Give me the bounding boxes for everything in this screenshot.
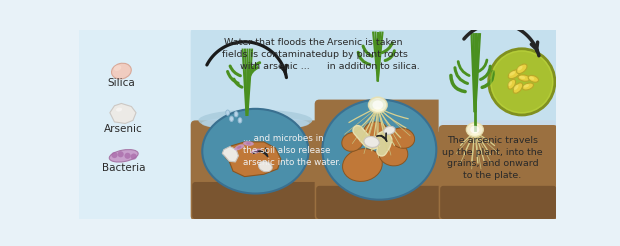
Circle shape: [125, 153, 131, 159]
Ellipse shape: [509, 71, 515, 76]
Ellipse shape: [112, 63, 131, 79]
Ellipse shape: [246, 142, 250, 145]
Ellipse shape: [508, 70, 520, 79]
Ellipse shape: [342, 149, 383, 181]
Ellipse shape: [114, 65, 122, 71]
Circle shape: [112, 152, 118, 158]
FancyBboxPatch shape: [191, 120, 320, 220]
Ellipse shape: [364, 122, 387, 139]
Ellipse shape: [238, 118, 242, 123]
Text: Silica: Silica: [107, 78, 135, 88]
Ellipse shape: [243, 141, 254, 146]
FancyBboxPatch shape: [436, 26, 560, 223]
FancyBboxPatch shape: [188, 26, 322, 223]
Ellipse shape: [519, 76, 525, 79]
Circle shape: [489, 49, 555, 115]
FancyBboxPatch shape: [316, 186, 443, 219]
Ellipse shape: [259, 161, 272, 172]
Text: Arsenic is taken
up by plant roots
in addition to silica.: Arsenic is taken up by plant roots in ad…: [327, 38, 420, 71]
FancyBboxPatch shape: [191, 28, 320, 131]
Ellipse shape: [198, 110, 312, 131]
Circle shape: [118, 151, 124, 157]
Ellipse shape: [229, 116, 234, 122]
Ellipse shape: [466, 123, 484, 137]
Ellipse shape: [234, 111, 238, 117]
Ellipse shape: [514, 85, 518, 90]
Text: ... and microbes in
the soil also release
arsenic into the water.: ... and microbes in the soil also releas…: [243, 134, 341, 167]
Ellipse shape: [368, 97, 387, 113]
FancyBboxPatch shape: [438, 125, 558, 220]
FancyBboxPatch shape: [192, 182, 319, 219]
Ellipse shape: [528, 75, 539, 82]
Text: The arsenic travels
up the plant, into the
grains, and onward
to the plate.: The arsenic travels up the plant, into t…: [442, 136, 543, 180]
Ellipse shape: [109, 150, 138, 162]
Polygon shape: [110, 103, 136, 123]
Circle shape: [131, 154, 137, 160]
Ellipse shape: [518, 75, 530, 81]
FancyBboxPatch shape: [315, 100, 444, 220]
Ellipse shape: [516, 64, 527, 74]
Ellipse shape: [234, 144, 244, 150]
Ellipse shape: [508, 79, 516, 89]
Ellipse shape: [202, 109, 309, 194]
FancyBboxPatch shape: [440, 186, 556, 219]
Ellipse shape: [517, 66, 523, 71]
Ellipse shape: [470, 126, 479, 134]
Ellipse shape: [251, 149, 262, 154]
FancyBboxPatch shape: [312, 26, 446, 223]
Ellipse shape: [513, 83, 523, 93]
Ellipse shape: [364, 137, 379, 147]
Ellipse shape: [508, 81, 512, 86]
FancyBboxPatch shape: [315, 28, 444, 112]
Polygon shape: [225, 142, 281, 177]
Ellipse shape: [226, 110, 229, 115]
Ellipse shape: [254, 150, 259, 153]
Ellipse shape: [390, 128, 415, 148]
Text: Arsenic: Arsenic: [104, 124, 143, 134]
Ellipse shape: [342, 133, 363, 151]
Text: Water that floods the
fields is contaminated
with arsenic ...: Water that floods the fields is contamin…: [222, 38, 327, 71]
Ellipse shape: [379, 141, 408, 166]
Ellipse shape: [523, 83, 533, 90]
Ellipse shape: [237, 146, 241, 149]
Ellipse shape: [116, 108, 122, 112]
FancyBboxPatch shape: [75, 26, 198, 223]
Ellipse shape: [202, 117, 309, 130]
Text: Bacteria: Bacteria: [102, 163, 146, 173]
Ellipse shape: [384, 126, 395, 134]
FancyBboxPatch shape: [441, 120, 556, 144]
Ellipse shape: [523, 84, 529, 88]
FancyBboxPatch shape: [438, 28, 558, 135]
Ellipse shape: [373, 100, 383, 110]
Ellipse shape: [322, 100, 436, 200]
Polygon shape: [223, 147, 239, 162]
Ellipse shape: [529, 77, 534, 80]
